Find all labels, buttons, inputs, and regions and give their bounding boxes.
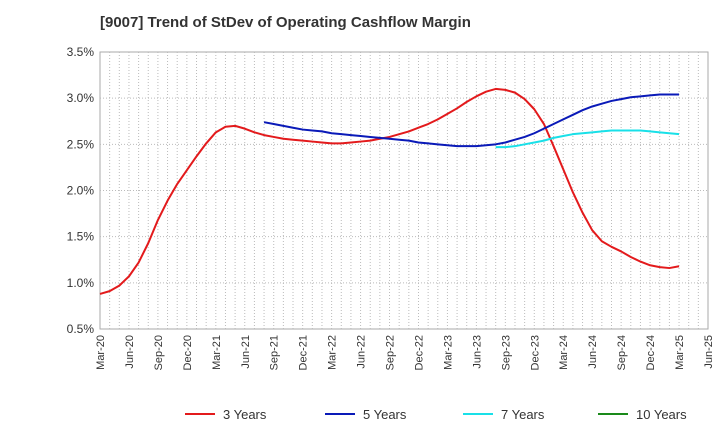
x-tick-label: Mar-22: [327, 335, 339, 370]
x-tick-label: Jun-23: [471, 335, 483, 369]
y-tick-label: 3.0%: [67, 91, 95, 105]
x-tick-label: Mar-20: [95, 335, 107, 370]
series-line-5-years: [263, 93, 680, 148]
x-tick-label: Jun-20: [124, 335, 136, 369]
series-line-7-years: [495, 129, 680, 149]
y-tick-label: 2.5%: [67, 137, 95, 151]
x-tick-label: Sep-22: [385, 335, 397, 370]
x-tick-label: Jun-24: [587, 335, 599, 369]
x-tick-label: Sep-20: [153, 335, 165, 370]
x-tick-label: Sep-21: [269, 335, 281, 370]
x-tick-label: Sep-24: [616, 335, 628, 370]
x-tick-label: Dec-22: [413, 335, 425, 370]
x-tick-label: Dec-23: [529, 335, 541, 370]
legend-label: 10 Years: [636, 407, 687, 422]
series-line-3-years: [99, 87, 680, 295]
y-tick-label: 1.0%: [67, 276, 95, 290]
x-tick-label: Dec-21: [298, 335, 310, 370]
y-tick-label: 2.0%: [67, 184, 95, 198]
legend-label: 7 Years: [501, 407, 545, 422]
x-tick-label: Dec-20: [182, 335, 194, 370]
x-tick-label: Jun-21: [240, 335, 252, 369]
legend-label: 3 Years: [223, 407, 267, 422]
x-tick-label: Jun-25: [703, 335, 715, 369]
x-tick-label: Dec-24: [645, 335, 657, 370]
legend-label: 5 Years: [363, 407, 407, 422]
x-tick-label: Jun-22: [356, 335, 368, 369]
x-tick-label: Sep-23: [500, 335, 512, 370]
x-tick-label: Mar-25: [674, 335, 686, 370]
x-tick-label: Mar-24: [558, 335, 570, 370]
x-tick-label: Mar-23: [442, 335, 454, 370]
y-tick-label: 1.5%: [67, 230, 95, 244]
chart-title: [9007] Trend of StDev of Operating Cashf…: [100, 14, 471, 31]
x-tick-label: Mar-21: [211, 335, 223, 370]
y-tick-label: 3.5%: [67, 45, 95, 59]
y-tick-label: 0.5%: [67, 322, 95, 336]
